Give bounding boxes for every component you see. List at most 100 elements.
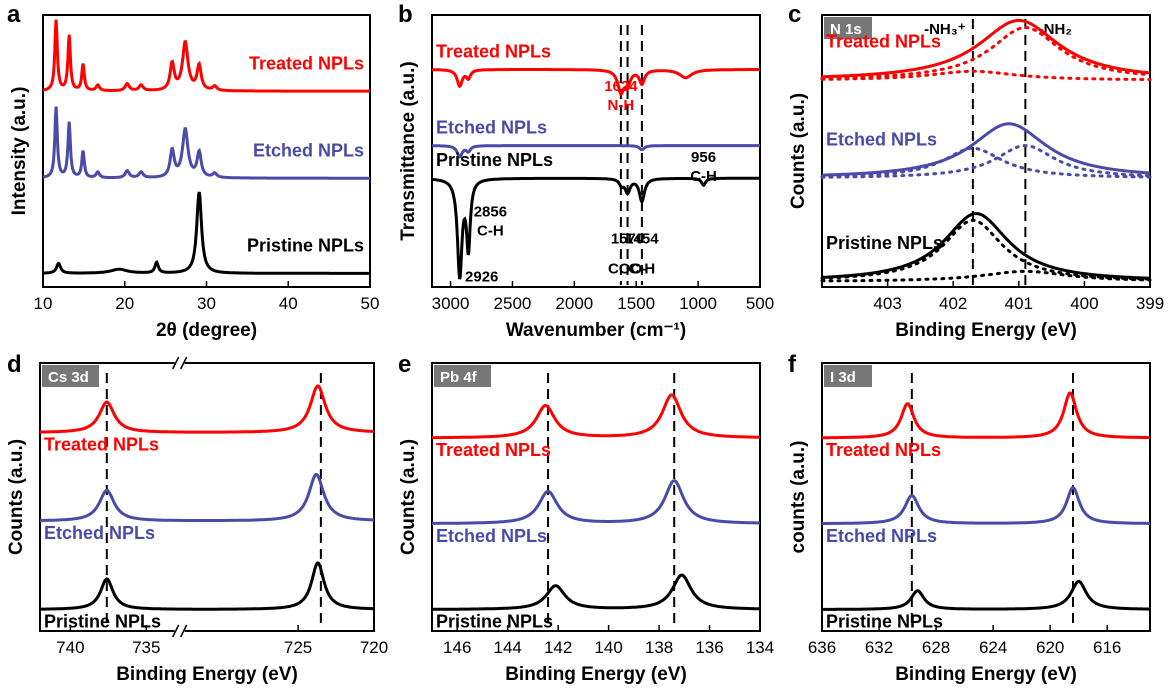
series-line <box>432 176 760 280</box>
series-label: Etched NPLs <box>253 140 364 160</box>
series-line <box>822 486 1150 525</box>
x-tick-label: 616 <box>1093 638 1121 657</box>
axis-break-mark <box>172 624 180 638</box>
series-line <box>822 122 1151 177</box>
x-tick-label: 2000 <box>555 294 593 313</box>
x-tick-label: 140 <box>594 638 622 657</box>
y-axis-label: Counts (a.u.) <box>6 439 27 555</box>
spectrum-tag-box <box>42 365 99 387</box>
axis-break-gap <box>174 625 185 637</box>
x-axis-label: Binding Energy (eV) <box>895 664 1077 685</box>
spectrum-tag-box <box>824 17 872 39</box>
panel-b: b 3000 2500 2000 1500 1000 500 Wavenumber (cm⁻¹… <box>398 1 774 341</box>
series-label: Treated NPLs <box>436 41 551 61</box>
x-tick-label: 403 <box>873 294 901 313</box>
peak-annotation: COO- <box>608 260 647 277</box>
x-tick-label: 628 <box>922 638 950 657</box>
series-label: Pristine NPLs <box>826 233 943 253</box>
fit-component <box>820 26 1152 80</box>
y-axis-label: Counts (a.u.) <box>398 439 419 555</box>
fit-component <box>820 69 1152 82</box>
series-label: Etched NPLs <box>826 526 937 546</box>
series-label: Etched NPLs <box>436 526 547 546</box>
panel-letter: c <box>788 1 801 28</box>
series-line <box>40 561 374 611</box>
series-label: Pristine NPLs <box>247 236 364 256</box>
x-tick-label: 1500 <box>617 294 655 313</box>
x-tick-label: 500 <box>746 294 774 313</box>
x-axis-label: Binding Energy (eV) <box>895 320 1077 341</box>
series-line <box>821 18 1151 79</box>
series-line <box>822 579 1150 611</box>
series-label: Etched NPLs <box>826 130 937 150</box>
x-tick-label: 402 <box>939 294 967 313</box>
series-label: Etched NPLs <box>44 523 155 543</box>
panel-letter: f <box>788 351 797 378</box>
x-tick-label: 146 <box>443 638 471 657</box>
series-label: Pristine NPLs <box>826 612 943 632</box>
series-line <box>42 19 370 93</box>
series-label: Pristine NPLs <box>44 612 161 632</box>
series-label: Treated NPLs <box>436 440 551 460</box>
series-line <box>822 391 1150 440</box>
plot-frame <box>821 14 1151 288</box>
peak-annotation: 1624 <box>604 78 638 95</box>
y-axis-label: Transmittance (a.u.) <box>398 61 419 241</box>
x-tick-label: 740 <box>56 638 84 657</box>
fit-component <box>820 269 1152 283</box>
x-tick-label: 720 <box>360 638 388 657</box>
fit-component <box>820 218 1152 281</box>
spectrum-tag: Pb 4f <box>440 369 478 386</box>
series-line <box>822 212 1150 280</box>
x-tick-label: 624 <box>979 638 1007 657</box>
species-label: -NH₂ <box>1039 21 1072 38</box>
panel-f: f 636 632 628 624 620 616 Binding Energy (eV) co… <box>788 351 1151 685</box>
y-axis-label: counts (a.u.) <box>788 441 809 554</box>
series-label: Pristine NPLs <box>436 150 553 170</box>
series-line <box>40 384 374 434</box>
x-tick-label: 144 <box>494 638 522 657</box>
x-tick-label: 400 <box>1070 294 1098 313</box>
x-tick-label: 3000 <box>432 294 470 313</box>
x-tick-label: 20 <box>115 294 134 313</box>
axis-break-mark <box>180 356 188 370</box>
x-axis-label: Wavenumber (cm⁻¹) <box>506 320 686 341</box>
x-tick-label: 40 <box>279 294 298 313</box>
x-tick-label: 2500 <box>494 294 532 313</box>
spectrum-tag-box <box>824 365 872 387</box>
series-label: Treated NPLs <box>826 32 941 52</box>
x-tick-label: 401 <box>1005 294 1033 313</box>
series-line <box>42 106 370 180</box>
series-line <box>432 479 760 525</box>
peak-annotation: 1570 <box>611 230 644 247</box>
peak-annotation: 2926 <box>465 269 498 286</box>
peak-annotation: 956 <box>691 149 716 166</box>
x-tick-label: 10 <box>34 294 53 313</box>
plot-frame <box>431 14 761 288</box>
plot-frame <box>39 362 375 632</box>
x-tick-label: 1000 <box>679 294 717 313</box>
x-tick-label: 399 <box>1136 294 1164 313</box>
panel-letter: a <box>7 1 21 28</box>
peak-annotation: N-H <box>608 97 635 114</box>
panel-d: d 740 735 725 720 Binding Energy (eV) Counts (… <box>6 351 388 685</box>
series-line <box>42 191 370 275</box>
series-line <box>432 573 760 611</box>
x-tick-label: 142 <box>544 638 572 657</box>
x-tick-label: 636 <box>808 638 836 657</box>
peak-annotation: 2856 <box>474 203 507 220</box>
x-tick-label: 136 <box>695 638 723 657</box>
species-label: -NH₃⁺ <box>924 21 966 38</box>
series-label: Treated NPLs <box>249 53 364 73</box>
panel-c: c 403 402 401 400 399 Binding Energy (eV) Count… <box>788 1 1164 341</box>
peak-annotation: C-H <box>477 222 504 239</box>
panel-a: a 10 20 30 40 50 2θ (degree) Intensity (a.u.) Tr… <box>7 1 379 341</box>
series-label: Etched NPLs <box>436 118 547 138</box>
x-tick-label: 632 <box>865 638 893 657</box>
x-tick-label: 134 <box>746 638 774 657</box>
series-label: Treated NPLs <box>44 435 159 455</box>
x-axis-label: Binding Energy (eV) <box>505 664 687 685</box>
series-line <box>432 144 760 159</box>
series-line <box>432 68 760 96</box>
